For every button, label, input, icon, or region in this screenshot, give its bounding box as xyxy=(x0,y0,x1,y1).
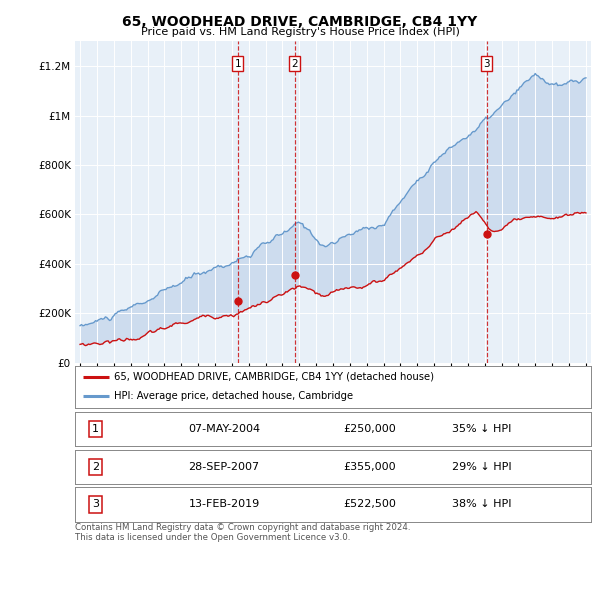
Text: 28-SEP-2007: 28-SEP-2007 xyxy=(188,462,260,471)
Text: 35% ↓ HPI: 35% ↓ HPI xyxy=(452,424,511,434)
Text: 3: 3 xyxy=(92,500,99,509)
Text: 1: 1 xyxy=(235,58,241,68)
Text: 65, WOODHEAD DRIVE, CAMBRIDGE, CB4 1YY: 65, WOODHEAD DRIVE, CAMBRIDGE, CB4 1YY xyxy=(122,15,478,29)
Text: 13-FEB-2019: 13-FEB-2019 xyxy=(188,500,260,509)
Text: £522,500: £522,500 xyxy=(343,500,396,509)
Text: 29% ↓ HPI: 29% ↓ HPI xyxy=(452,462,511,471)
Text: 3: 3 xyxy=(484,58,490,68)
Text: £355,000: £355,000 xyxy=(343,462,396,471)
Text: Contains HM Land Registry data © Crown copyright and database right 2024.
This d: Contains HM Land Registry data © Crown c… xyxy=(75,523,410,542)
Text: 2: 2 xyxy=(92,462,99,471)
Text: 2: 2 xyxy=(292,58,298,68)
Text: Price paid vs. HM Land Registry's House Price Index (HPI): Price paid vs. HM Land Registry's House … xyxy=(140,27,460,37)
Text: 65, WOODHEAD DRIVE, CAMBRIDGE, CB4 1YY (detached house): 65, WOODHEAD DRIVE, CAMBRIDGE, CB4 1YY (… xyxy=(114,372,434,382)
Text: 1: 1 xyxy=(92,424,99,434)
Text: 38% ↓ HPI: 38% ↓ HPI xyxy=(452,500,511,509)
Text: £250,000: £250,000 xyxy=(343,424,396,434)
Text: 07-MAY-2004: 07-MAY-2004 xyxy=(188,424,260,434)
Text: HPI: Average price, detached house, Cambridge: HPI: Average price, detached house, Camb… xyxy=(114,391,353,401)
